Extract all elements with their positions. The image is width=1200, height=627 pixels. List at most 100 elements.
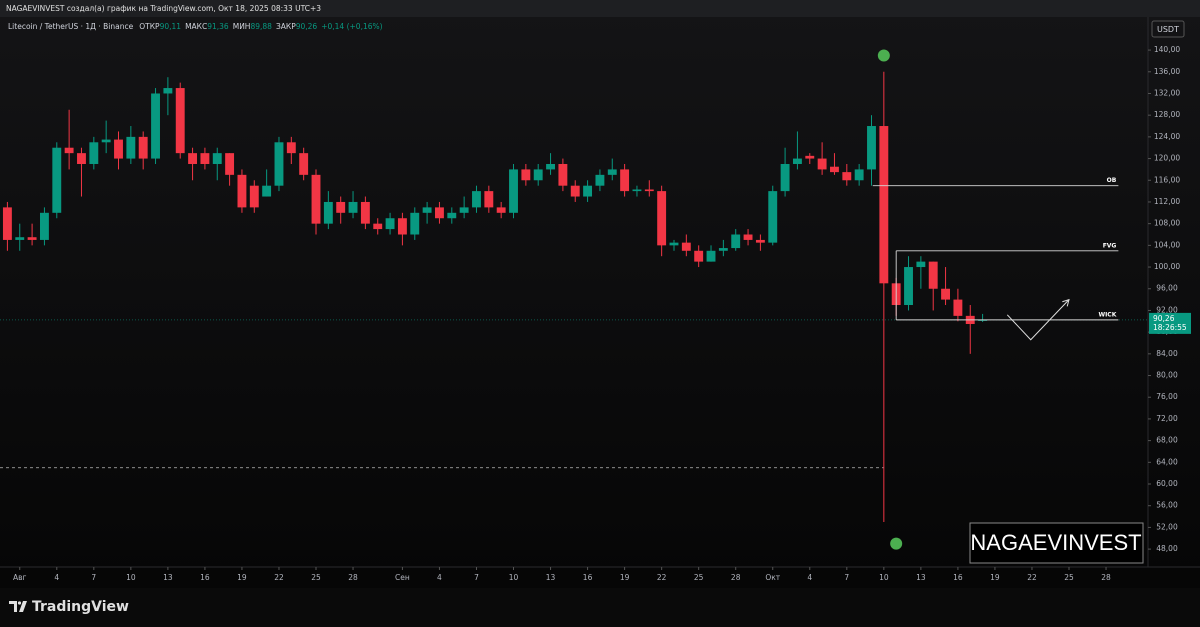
x-tick-label: 22	[1027, 573, 1037, 582]
y-tick-label: 120,00	[1154, 154, 1180, 163]
legend-field-value: 90,11	[160, 22, 182, 31]
candle-body	[496, 207, 506, 213]
candle-body	[607, 169, 617, 175]
logo-mark	[9, 601, 27, 612]
x-tick-label: 16	[200, 573, 210, 582]
marker-dot	[877, 49, 890, 62]
candle-body	[64, 147, 74, 154]
candle-body	[422, 207, 432, 213]
legend-field-value: 91,36	[207, 22, 229, 31]
header-bar	[0, 0, 1200, 17]
candle-body	[101, 139, 111, 143]
candle-body	[706, 250, 716, 262]
candle-body	[323, 201, 333, 224]
x-tick-label: 10	[509, 573, 519, 582]
candle-body	[459, 207, 469, 213]
legend-field-label: МАКС	[185, 22, 207, 31]
candle-body	[249, 185, 259, 208]
candle-body	[867, 126, 876, 170]
y-tick-label: 104,00	[1154, 240, 1180, 249]
logo-text: TradingView	[32, 599, 129, 615]
y-tick-label: 48,00	[1156, 544, 1178, 553]
x-tick-label: 19	[237, 573, 247, 582]
candle-body	[718, 248, 728, 251]
candle-body	[163, 88, 173, 94]
candle-body	[114, 139, 123, 159]
candle-body	[533, 169, 543, 181]
x-tick-label: 16	[583, 573, 593, 582]
candle-body	[595, 174, 605, 186]
x-tick-label: Сен	[395, 573, 410, 582]
x-tick-label: 16	[953, 573, 963, 582]
candle-body	[89, 142, 99, 164]
x-tick-label: 13	[916, 573, 926, 582]
candle-body	[15, 237, 25, 240]
candle-body	[879, 126, 889, 284]
legend-change: +0,14 (+0,16%)	[321, 22, 382, 31]
candle-body	[792, 158, 802, 164]
candle-body	[546, 163, 555, 170]
level-label: WICK	[1098, 311, 1116, 318]
candle-body	[978, 319, 988, 321]
legend-field-label: МИН	[233, 22, 251, 31]
tradingview-logo: TradingView	[9, 599, 129, 615]
projection-path	[1006, 299, 1070, 341]
candle-body	[681, 242, 691, 251]
candle-body	[694, 250, 704, 262]
candle-body	[657, 191, 667, 246]
x-tick-label: 25	[694, 573, 704, 582]
x-tick-label: 28	[348, 573, 358, 582]
candle-body	[817, 158, 827, 170]
candle-body	[39, 212, 49, 240]
candle-body	[521, 169, 531, 181]
watermark-box	[969, 522, 1144, 564]
candle-body	[348, 201, 358, 213]
y-tick-label: 68,00	[1156, 436, 1178, 445]
x-tick-label: 7	[91, 573, 96, 582]
candle-body	[299, 153, 309, 175]
candle-body	[632, 189, 642, 192]
y-tick-label: 140,00	[1154, 45, 1180, 54]
candle-body	[286, 142, 296, 154]
y-tick-label: 108,00	[1154, 219, 1180, 228]
x-tick-label: 13	[163, 573, 173, 582]
candle-body	[410, 212, 420, 235]
y-tick-label: 128,00	[1154, 110, 1180, 119]
candle-body	[953, 299, 963, 316]
candle-body	[237, 174, 247, 208]
candle-body	[360, 201, 370, 224]
candle-body	[175, 88, 185, 154]
candle-body	[484, 191, 494, 208]
header-text: NAGAEVINVEST создал(а) график на Trading…	[6, 4, 321, 13]
candle-body	[151, 93, 160, 159]
candle-body	[126, 136, 136, 159]
y-tick-label: 112,00	[1154, 197, 1180, 206]
x-tick-label: 4	[54, 573, 59, 582]
x-tick-label: 10	[126, 573, 136, 582]
y-tick-label: 92,00	[1156, 305, 1178, 314]
candle-body	[558, 163, 568, 186]
candle-body	[435, 207, 444, 219]
candle-body	[188, 153, 198, 164]
level-label: OB	[1107, 177, 1117, 184]
legend-field-label: ЗАКР	[276, 22, 296, 31]
candle-body	[2, 207, 12, 240]
legend-field-value: 89,88	[250, 22, 272, 31]
candle-body	[200, 153, 210, 164]
watermark: NAGAEVINVEST	[970, 530, 1141, 555]
x-tick-label: 28	[731, 573, 741, 582]
candle-body	[731, 234, 741, 249]
candle-body	[928, 261, 938, 289]
y-tick-label: 124,00	[1154, 132, 1180, 141]
candle-body	[336, 201, 346, 213]
candle-body	[52, 147, 62, 213]
x-tick-label: 7	[474, 573, 479, 582]
candle-body	[138, 136, 148, 159]
legend: Litecoin / TetherUS · 1Д · Binance ОТКР90…	[8, 22, 383, 31]
legend-field-value: 90,26	[296, 22, 318, 31]
y-tick-label: 136,00	[1154, 67, 1180, 76]
x-tick-label: 25	[311, 573, 321, 582]
price-tag-label: 90,26	[1153, 314, 1175, 323]
candle-body	[447, 212, 457, 219]
